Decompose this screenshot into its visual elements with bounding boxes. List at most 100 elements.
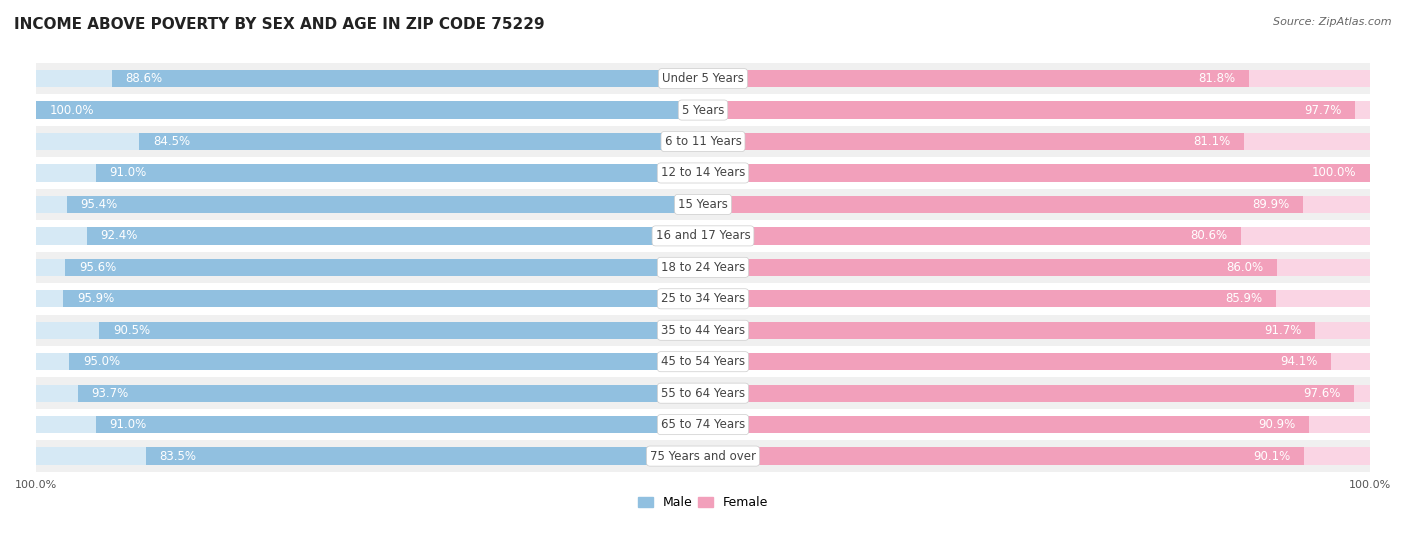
Text: 95.0%: 95.0%: [83, 355, 120, 368]
Bar: [37, 283, 1369, 315]
Text: 15 Years: 15 Years: [678, 198, 728, 211]
Text: 97.6%: 97.6%: [1303, 387, 1340, 400]
Bar: [703, 416, 1369, 433]
Bar: [37, 133, 703, 150]
Bar: [37, 353, 703, 371]
Text: 65 to 74 Years: 65 to 74 Years: [661, 418, 745, 431]
Text: 55 to 64 Years: 55 to 64 Years: [661, 387, 745, 400]
Text: 95.9%: 95.9%: [77, 292, 114, 305]
Bar: [37, 101, 703, 119]
Bar: [37, 377, 1369, 409]
Text: 91.7%: 91.7%: [1264, 324, 1301, 337]
Bar: [703, 227, 1240, 244]
Text: 45 to 54 Years: 45 to 54 Years: [661, 355, 745, 368]
Bar: [37, 164, 703, 182]
Text: 94.1%: 94.1%: [1279, 355, 1317, 368]
Bar: [703, 101, 1354, 119]
Text: 6 to 11 Years: 6 to 11 Years: [665, 135, 741, 148]
Text: INCOME ABOVE POVERTY BY SEX AND AGE IN ZIP CODE 75229: INCOME ABOVE POVERTY BY SEX AND AGE IN Z…: [14, 17, 544, 32]
Bar: [703, 321, 1369, 339]
Bar: [87, 227, 703, 244]
Bar: [96, 416, 703, 433]
Bar: [37, 101, 703, 119]
Text: 80.6%: 80.6%: [1189, 229, 1227, 243]
Bar: [703, 447, 1303, 465]
Bar: [37, 252, 1369, 283]
Text: 89.9%: 89.9%: [1251, 198, 1289, 211]
Bar: [37, 440, 1369, 472]
Bar: [66, 259, 703, 276]
Bar: [69, 353, 703, 371]
Bar: [37, 409, 1369, 440]
Bar: [703, 416, 1309, 433]
Bar: [703, 321, 1315, 339]
Text: 35 to 44 Years: 35 to 44 Years: [661, 324, 745, 337]
Text: 88.6%: 88.6%: [125, 72, 163, 85]
Text: 100.0%: 100.0%: [1312, 167, 1357, 179]
Bar: [37, 321, 703, 339]
Text: 92.4%: 92.4%: [100, 229, 138, 243]
Bar: [37, 157, 1369, 189]
Bar: [37, 259, 703, 276]
Bar: [67, 196, 703, 213]
Bar: [703, 385, 1369, 402]
Bar: [100, 321, 703, 339]
Bar: [703, 133, 1369, 150]
Bar: [37, 315, 1369, 346]
Bar: [703, 259, 1369, 276]
Text: 100.0%: 100.0%: [49, 103, 94, 116]
Bar: [703, 290, 1275, 307]
Bar: [703, 290, 1369, 307]
Text: 12 to 14 Years: 12 to 14 Years: [661, 167, 745, 179]
Text: Under 5 Years: Under 5 Years: [662, 72, 744, 85]
Bar: [96, 164, 703, 182]
Bar: [37, 447, 703, 465]
Bar: [37, 220, 1369, 252]
Text: 91.0%: 91.0%: [110, 418, 146, 431]
Text: 81.1%: 81.1%: [1194, 135, 1230, 148]
Text: 90.5%: 90.5%: [112, 324, 150, 337]
Bar: [37, 189, 1369, 220]
Text: 84.5%: 84.5%: [153, 135, 190, 148]
Bar: [37, 70, 703, 87]
Text: 85.9%: 85.9%: [1226, 292, 1263, 305]
Bar: [37, 346, 1369, 377]
Text: 86.0%: 86.0%: [1226, 261, 1263, 274]
Bar: [703, 101, 1369, 119]
Text: 81.8%: 81.8%: [1198, 72, 1234, 85]
Text: 25 to 34 Years: 25 to 34 Years: [661, 292, 745, 305]
Bar: [703, 447, 1369, 465]
Bar: [703, 227, 1369, 244]
Bar: [703, 259, 1277, 276]
Bar: [703, 196, 1302, 213]
Bar: [703, 196, 1369, 213]
Legend: Male, Female: Male, Female: [633, 491, 773, 514]
Text: 91.0%: 91.0%: [110, 167, 146, 179]
Bar: [703, 70, 1369, 87]
Bar: [79, 385, 703, 402]
Text: 97.7%: 97.7%: [1303, 103, 1341, 116]
Bar: [146, 447, 703, 465]
Bar: [37, 290, 703, 307]
Bar: [63, 290, 703, 307]
Text: 90.1%: 90.1%: [1253, 449, 1291, 463]
Text: 95.6%: 95.6%: [79, 261, 117, 274]
Bar: [139, 133, 703, 150]
Text: 75 Years and over: 75 Years and over: [650, 449, 756, 463]
Bar: [37, 94, 1369, 126]
Text: 16 and 17 Years: 16 and 17 Years: [655, 229, 751, 243]
Text: 18 to 24 Years: 18 to 24 Years: [661, 261, 745, 274]
Text: Source: ZipAtlas.com: Source: ZipAtlas.com: [1274, 17, 1392, 27]
Bar: [37, 63, 1369, 94]
Bar: [703, 133, 1244, 150]
Bar: [37, 196, 703, 213]
Bar: [37, 416, 703, 433]
Bar: [703, 70, 1249, 87]
Text: 83.5%: 83.5%: [159, 449, 197, 463]
Bar: [703, 353, 1330, 371]
Text: 95.4%: 95.4%: [80, 198, 117, 211]
Bar: [37, 227, 703, 244]
Bar: [703, 164, 1369, 182]
Bar: [112, 70, 703, 87]
Bar: [703, 385, 1354, 402]
